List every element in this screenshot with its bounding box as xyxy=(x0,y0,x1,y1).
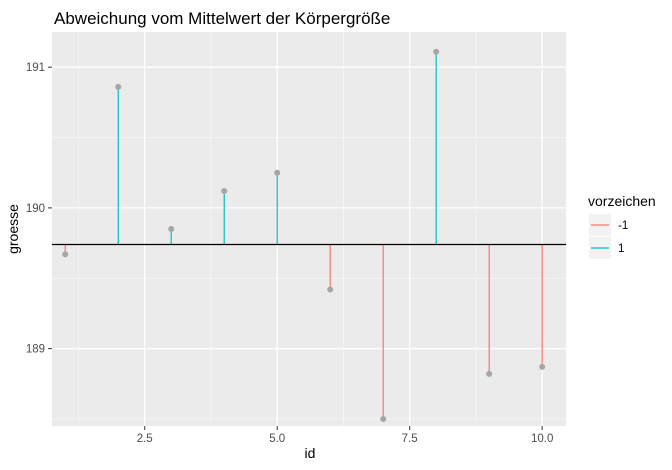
y-axis: 189 190 191 xyxy=(26,62,52,356)
x-tick-label: 7.5 xyxy=(402,433,418,445)
point-4 xyxy=(221,188,228,195)
legend-label: 1 xyxy=(618,243,624,255)
legend: vorzeichen -1 1 xyxy=(588,193,656,259)
x-tick-label: 10.0 xyxy=(531,433,553,445)
point-3 xyxy=(168,226,175,232)
point-9 xyxy=(486,370,493,377)
point-1 xyxy=(62,251,69,258)
data-points xyxy=(62,48,546,422)
point-6 xyxy=(327,286,334,293)
point-7 xyxy=(380,415,387,422)
stems xyxy=(64,51,543,419)
legend-label: -1 xyxy=(618,220,628,232)
y-axis-label: groesse xyxy=(5,204,21,254)
x-axis-label: id xyxy=(305,445,316,461)
plot-panel xyxy=(52,32,566,426)
point-5 xyxy=(274,169,281,176)
y-tick-label: 191 xyxy=(26,62,45,74)
y-tick-label: 189 xyxy=(26,344,45,356)
point-10 xyxy=(539,363,546,370)
chart-title: Abweichung vom Mittelwert der Körpergröß… xyxy=(54,9,390,28)
x-tick-label: 5.0 xyxy=(269,433,285,445)
y-tick-label: 190 xyxy=(26,203,45,215)
point-8 xyxy=(433,48,440,55)
x-tick-label: 2.5 xyxy=(137,433,153,445)
point-2 xyxy=(115,83,122,90)
x-axis: 2.5 5.0 7.5 10.0 xyxy=(137,426,553,445)
legend-title: vorzeichen xyxy=(588,193,656,209)
